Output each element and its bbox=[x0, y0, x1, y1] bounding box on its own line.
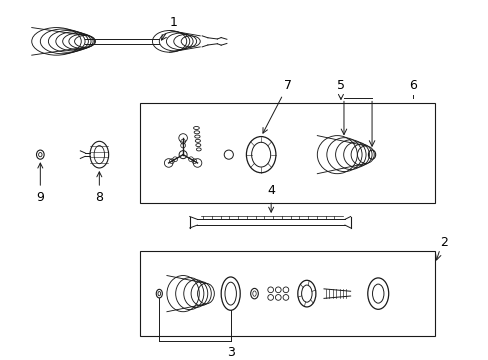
Bar bbox=[140, 251, 434, 337]
Text: 4: 4 bbox=[266, 184, 275, 212]
Text: 9: 9 bbox=[36, 163, 44, 204]
Text: 6: 6 bbox=[408, 79, 417, 92]
Bar bbox=[140, 103, 434, 203]
Text: 7: 7 bbox=[263, 79, 291, 133]
Text: 1: 1 bbox=[161, 16, 177, 40]
Text: 8: 8 bbox=[95, 172, 103, 204]
Text: 5: 5 bbox=[336, 79, 344, 99]
Text: 2: 2 bbox=[439, 236, 447, 249]
Text: 3: 3 bbox=[226, 346, 234, 359]
